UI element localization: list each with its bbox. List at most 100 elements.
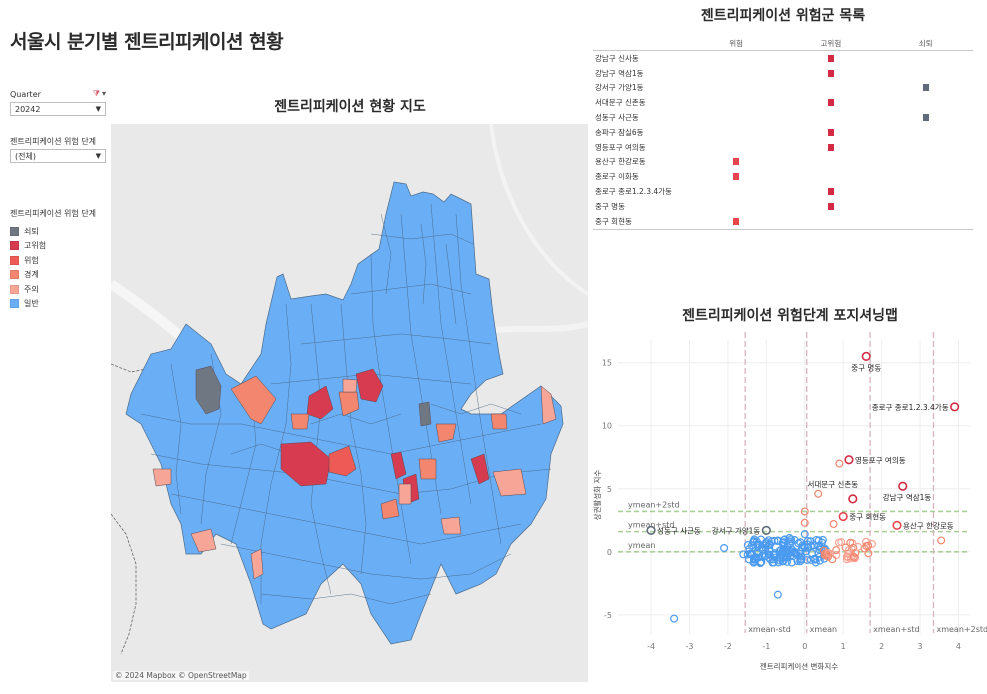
- data-point[interactable]: [842, 555, 851, 564]
- labeled-data-point[interactable]: [892, 520, 902, 530]
- data-point[interactable]: [752, 537, 761, 546]
- data-point[interactable]: [720, 544, 729, 553]
- column-header-risk[interactable]: 위험: [729, 38, 744, 48]
- data-point[interactable]: [800, 530, 809, 539]
- table-row[interactable]: 강서구 가양1동: [593, 81, 973, 96]
- data-point[interactable]: [782, 557, 791, 566]
- risk-mark-icon[interactable]: [827, 99, 834, 107]
- positioning-scatter-chart[interactable]: -4 -3 -2 -1 0 1 2 3 4 -5 0 5 10 15 ymean ymean+std ymean…: [590, 330, 987, 694]
- seoul-choropleth-map[interactable]: © 2024 Mapbox © OpenStreetMap: [111, 124, 588, 682]
- filter-clear-icon[interactable]: ⧩: [92, 89, 100, 98]
- table-row[interactable]: 성동구 사근동: [593, 110, 973, 125]
- risk-mark-icon[interactable]: [733, 173, 740, 181]
- data-point[interactable]: [758, 551, 767, 560]
- data-point[interactable]: [765, 545, 774, 554]
- data-point[interactable]: [832, 546, 841, 555]
- data-point[interactable]: [864, 541, 873, 550]
- data-point[interactable]: [792, 549, 801, 558]
- data-point[interactable]: [761, 544, 770, 553]
- risk-mark-icon[interactable]: [922, 114, 929, 122]
- data-point[interactable]: [834, 538, 843, 547]
- table-row[interactable]: 영등포구 여의동: [593, 140, 973, 155]
- data-point[interactable]: [824, 552, 833, 561]
- risk-mark-icon[interactable]: [827, 188, 834, 196]
- data-point[interactable]: [790, 536, 799, 545]
- legend-item-risk[interactable]: 위험: [10, 253, 96, 268]
- data-point[interactable]: [778, 557, 787, 566]
- risk-mark-icon[interactable]: [827, 128, 834, 136]
- legend-item-normal[interactable]: 일반: [10, 297, 96, 312]
- data-point[interactable]: [809, 541, 818, 550]
- table-row[interactable]: 종로구 이화동: [593, 169, 973, 184]
- data-point[interactable]: [785, 546, 794, 555]
- data-point[interactable]: [849, 552, 858, 561]
- labeled-data-point[interactable]: [646, 525, 656, 535]
- table-row[interactable]: 중구 명동: [593, 199, 973, 214]
- labeled-data-point[interactable]: [848, 494, 858, 504]
- data-point[interactable]: [769, 555, 778, 564]
- quarter-dropdown[interactable]: 20242 ▼: [10, 102, 106, 116]
- labeled-data-point[interactable]: [950, 402, 960, 412]
- table-row[interactable]: 중구 회현동: [593, 214, 973, 229]
- data-point[interactable]: [844, 545, 853, 554]
- risk-mark-icon[interactable]: [827, 143, 834, 151]
- legend-item-warning[interactable]: 경계: [10, 268, 96, 283]
- data-point[interactable]: [814, 536, 823, 545]
- data-point[interactable]: [817, 544, 826, 553]
- data-point[interactable]: [822, 550, 831, 559]
- scatter-canvas[interactable]: -4 -3 -2 -1 0 1 2 3 4 -5 0 5 10 15 ymean ymean+std ymean…: [590, 330, 987, 694]
- data-point[interactable]: [766, 555, 775, 564]
- data-point[interactable]: [824, 549, 833, 558]
- data-point[interactable]: [748, 541, 757, 550]
- data-point[interactable]: [750, 554, 759, 563]
- data-point[interactable]: [846, 538, 855, 547]
- data-point[interactable]: [803, 536, 812, 545]
- data-point[interactable]: [850, 554, 859, 563]
- data-point[interactable]: [785, 533, 794, 542]
- data-point[interactable]: [779, 538, 788, 547]
- legend-item-high-risk[interactable]: 고위험: [10, 239, 96, 254]
- risk-mark-icon[interactable]: [827, 202, 834, 210]
- caret-down-icon[interactable]: ▾: [101, 89, 106, 98]
- table-row[interactable]: 송파구 잠실6동: [593, 125, 973, 140]
- data-point[interactable]: [835, 459, 844, 468]
- data-point[interactable]: [739, 550, 748, 559]
- risk-mark-icon[interactable]: [827, 54, 834, 62]
- map-canvas[interactable]: [111, 124, 588, 682]
- data-point[interactable]: [779, 545, 788, 554]
- risk-mark-icon[interactable]: [922, 84, 929, 92]
- data-point[interactable]: [753, 542, 762, 551]
- labeled-data-point[interactable]: [861, 351, 871, 361]
- legend-item-caution[interactable]: 주의: [10, 282, 96, 297]
- legend-item-decline[interactable]: 쇠퇴: [10, 224, 96, 239]
- table-row[interactable]: 종로구 종로1.2.3.4가동: [593, 184, 973, 199]
- data-point[interactable]: [829, 520, 838, 529]
- column-header-high-risk[interactable]: 고위험: [820, 38, 842, 48]
- data-point[interactable]: [937, 536, 946, 545]
- data-point[interactable]: [854, 542, 863, 551]
- data-point[interactable]: [773, 590, 782, 599]
- data-point[interactable]: [797, 555, 806, 564]
- risk-mark-icon[interactable]: [827, 69, 834, 77]
- data-point[interactable]: [670, 614, 679, 623]
- table-row[interactable]: 용산구 한강로동: [593, 155, 973, 170]
- labeled-data-point[interactable]: [844, 455, 854, 465]
- data-point[interactable]: [800, 518, 809, 527]
- table-row[interactable]: 서대문구 신촌동: [593, 95, 973, 110]
- column-header-decline[interactable]: 쇠퇴: [918, 38, 933, 48]
- data-point[interactable]: [800, 507, 809, 516]
- risk-level-dropdown[interactable]: (전체) ▼: [10, 149, 106, 163]
- risk-mark-icon[interactable]: [733, 217, 740, 225]
- labeled-data-point[interactable]: [898, 481, 908, 491]
- risk-mark-icon[interactable]: [733, 158, 740, 166]
- table-row[interactable]: 강남구 신사동: [593, 51, 973, 66]
- labeled-data-point[interactable]: [761, 525, 771, 535]
- data-point[interactable]: [814, 489, 823, 498]
- map-attribution[interactable]: © 2024 Mapbox © OpenStreetMap: [113, 671, 249, 680]
- table-row[interactable]: 강남구 역삼1동: [593, 66, 973, 81]
- labeled-data-point[interactable]: [838, 511, 848, 522]
- data-point[interactable]: [757, 543, 766, 552]
- data-point[interactable]: [773, 537, 782, 546]
- data-point[interactable]: [815, 556, 824, 565]
- data-point[interactable]: [811, 558, 820, 567]
